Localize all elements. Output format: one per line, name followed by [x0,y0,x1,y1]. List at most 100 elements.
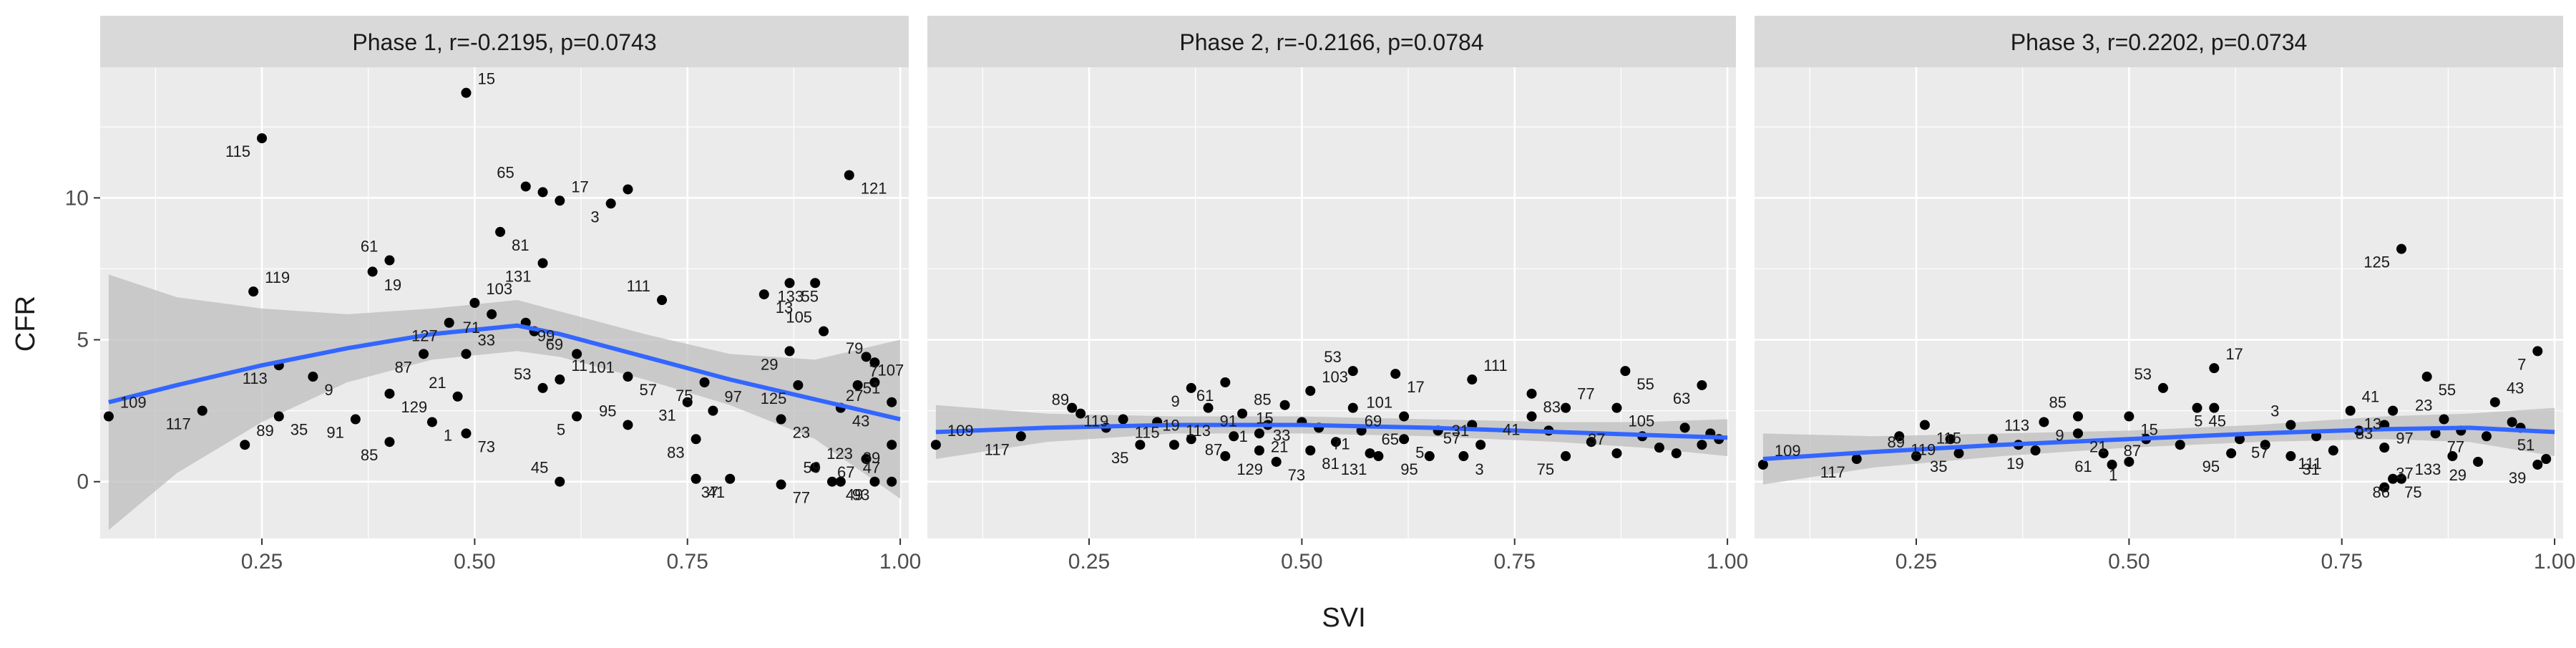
point-label: 89 [1888,433,1905,451]
data-point [2507,417,2517,427]
point-label: 113 [243,369,268,387]
point-label: 113 [2004,416,2029,434]
data-point [1330,437,1341,448]
point-label: 75 [2404,483,2421,501]
data-point [758,289,769,300]
data-point [2489,397,2500,407]
point-label: 83 [667,443,684,461]
data-point [2107,459,2117,470]
data-point [793,379,804,390]
point-label: 57 [1443,429,1460,447]
point-label: 103 [486,280,512,298]
x-tick-label: 0.25 [1068,550,1110,574]
data-point [461,87,472,98]
data-point [2192,402,2202,413]
data-point [1220,377,1231,387]
point-label: 69 [546,336,563,354]
data-point [1399,411,1410,422]
point-label: 125 [2363,253,2390,271]
data-point [2039,417,2049,427]
point-label: 83 [2356,425,2373,443]
data-point [1911,451,1921,462]
data-point [384,255,395,266]
data-point [1305,445,1316,456]
data-point [1475,440,1486,450]
data-point [1254,445,1264,456]
point-label: 75 [675,387,693,405]
x-tick-label: 0.50 [1281,550,1322,574]
point-label: 7 [869,362,878,380]
point-label: 101 [588,358,615,376]
data-point [308,372,318,382]
point-label: 103 [1322,368,1348,386]
point-label: 7 [2517,355,2526,373]
point-label: 81 [1322,455,1339,473]
point-label: 93 [852,486,869,504]
data-point [384,388,395,399]
point-label: 3 [2270,402,2279,420]
point-label: 117 [985,440,1010,458]
point-label: 121 [861,180,887,198]
data-point [240,440,250,450]
x-tick-label: 0.75 [2321,550,2363,574]
point-label: 133 [2415,460,2441,478]
point-label: 85 [2049,394,2067,412]
data-point [2285,451,2296,462]
data-point [869,476,880,487]
point-label: 13 [2364,415,2381,433]
data-point [444,317,454,328]
point-label: 13 [776,299,793,316]
point-label: 87 [1205,440,1222,458]
x-tick-label: 1.00 [2534,550,2575,574]
point-label: 125 [761,390,787,407]
data-point [1697,440,1707,450]
data-point [1135,440,1146,450]
data-point [826,476,837,487]
data-point [869,357,880,368]
data-point [1015,431,1026,442]
data-point [197,405,208,416]
data-point [2124,456,2135,467]
point-label: 33 [477,331,494,349]
point-label: 41 [2362,388,2379,406]
data-point [784,278,795,289]
point-label: 65 [497,163,514,181]
point-label: 69 [1365,412,1382,430]
data-point [2481,431,2492,442]
data-point [1851,454,1862,465]
data-point [419,349,429,359]
point-label: 45 [531,459,548,477]
data-point [1186,434,1196,445]
data-point [2209,402,2220,413]
point-label: 9 [2055,426,2064,444]
y-tick-label: 5 [77,329,89,352]
data-point [1186,382,1196,393]
data-point [1611,402,1622,413]
data-point [1679,422,1690,433]
point-label: 43 [852,412,869,430]
data-point [2073,411,2083,422]
point-label: 111 [1483,357,1507,374]
point-label: 23 [793,424,810,442]
point-label: 101 [1366,394,1392,412]
point-label: 31 [1452,422,1469,440]
point-label: 17 [2225,345,2243,363]
point-label: 45 [2209,412,2226,430]
point-label: 65 [1382,430,1399,448]
data-point [1279,400,1290,410]
point-label: 73 [1288,466,1305,484]
point-label: 119 [1083,412,1108,430]
point-label: 97 [724,388,741,406]
point-label: 55 [2439,381,2456,399]
data-point [555,476,565,487]
data-point [1620,366,1631,377]
point-label: 47 [863,459,880,477]
data-point [2379,482,2390,493]
data-point [682,397,693,407]
data-point [452,391,463,402]
data-point [1424,451,1435,462]
data-point [469,298,480,308]
data-point [1365,448,1375,459]
data-point [487,309,497,319]
